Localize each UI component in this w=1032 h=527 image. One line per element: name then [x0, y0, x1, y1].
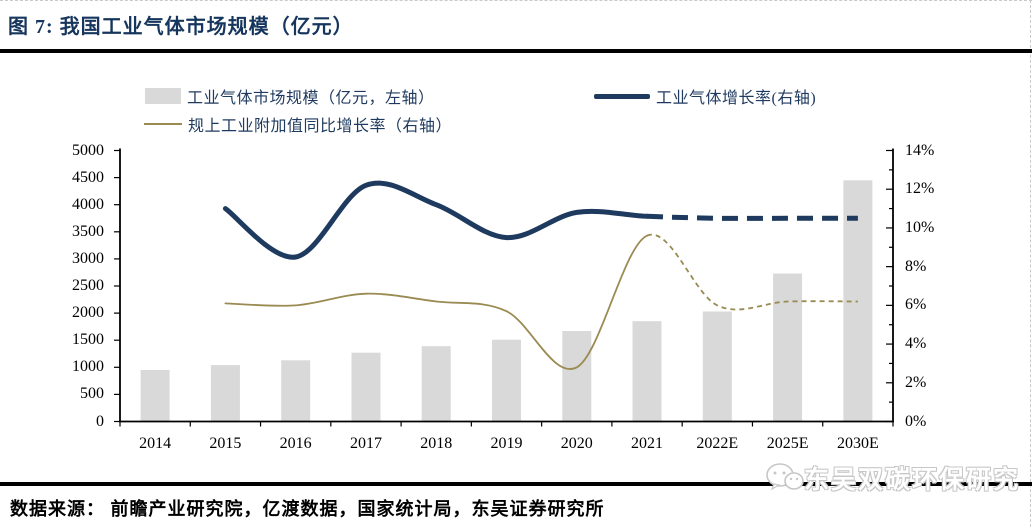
figure-title: 图 7: 我国工业气体市场规模（亿元） [8, 16, 354, 38]
x-axis-label: 2025E [766, 434, 809, 452]
legend-label-industry-added-value: 规上工业附加值同比增长率（右轴） [188, 118, 453, 135]
x-axis-label: 2017 [349, 434, 382, 452]
y-axis-right-label: 14% [905, 141, 935, 159]
x-axis-label: 2018 [420, 434, 453, 452]
bar-2021 [632, 321, 662, 422]
legend-item-market-size: 工业气体市场规模（亿元，左轴） [145, 84, 435, 108]
line-dashed-right [646, 233, 858, 311]
y-axis-left-label: 4000 [72, 195, 104, 213]
bar-2020 [562, 331, 592, 422]
y-axis-left-label: 2500 [72, 277, 104, 294]
legend-thick-line-swatch [594, 93, 650, 99]
line-dashed-right [646, 213, 858, 221]
legend-label-market-size: 工业气体市场规模（亿元，左轴） [187, 90, 435, 107]
bar-2017 [351, 352, 381, 422]
legend-thin-line-swatch [144, 123, 182, 125]
x-axis-label: 2014 [139, 434, 172, 452]
y-axis-right-label: 4% [905, 335, 927, 353]
y-axis-left-label: 5000 [72, 141, 104, 159]
y-axis-left-label: 4500 [72, 168, 104, 186]
y-axis-right-label: 0% [905, 412, 927, 430]
x-axis-label: 2015 [209, 434, 242, 452]
right-crop-divider [1030, 0, 1031, 527]
y-axis-right-label: 10% [905, 218, 935, 236]
legend-label-gas-growth: 工业气体增长率(右轴) [656, 90, 817, 107]
legend-item-industry-added-value: 规上工业附加值同比增长率（右轴） [144, 112, 452, 136]
bar-2016 [281, 360, 311, 422]
bar-2014 [140, 370, 170, 422]
x-axis-label: 2020 [560, 434, 593, 452]
bottom-divider [0, 482, 1032, 486]
y-axis-left-label: 1500 [72, 331, 104, 349]
bar-2025E [773, 273, 803, 422]
y-axis-right-label: 8% [905, 257, 927, 275]
bar-2019 [492, 339, 521, 422]
bar-2018 [421, 346, 451, 422]
line-solid-right [224, 234, 648, 370]
y-axis-left-label: 3000 [72, 249, 104, 267]
data-source: 数据来源： 前瞻产业研究院，亿渡数据，国家统计局，东吴证券研究所 [10, 499, 605, 519]
x-axis-label: 2016 [279, 434, 312, 452]
y-axis-left-label: 500 [80, 385, 104, 403]
chart-plot [114, 148, 894, 427]
wechat-icon [766, 463, 804, 491]
y-axis-left-label: 3500 [72, 222, 104, 240]
y-axis-left-label: 1000 [72, 358, 104, 376]
line-solid-right [222, 180, 650, 260]
legend-item-gas-growth: 工业气体增长率(右轴) [594, 84, 816, 108]
y-axis-right-label: 2% [905, 373, 927, 391]
watermark: 东吴双碳环保研究 [764, 460, 1020, 496]
bar-2015 [210, 365, 240, 422]
x-axis-label: 2030E [836, 434, 879, 452]
watermark-text: 东吴双碳环保研究 [803, 467, 1020, 494]
x-axis-label: 2021 [631, 434, 664, 452]
y-axis-right-label: 6% [905, 296, 927, 314]
bar-2022E [702, 311, 732, 422]
y-axis-left-label: 2000 [72, 304, 104, 322]
x-axis-label: 2019 [490, 434, 523, 452]
x-axis-label: 2022E [696, 434, 739, 452]
y-axis-right-label: 12% [905, 180, 935, 198]
top-crop-divider [0, 0, 1032, 1]
y-axis-left-label: 0 [96, 412, 104, 430]
legend-bar-swatch [145, 88, 181, 104]
title-divider [0, 49, 1032, 53]
